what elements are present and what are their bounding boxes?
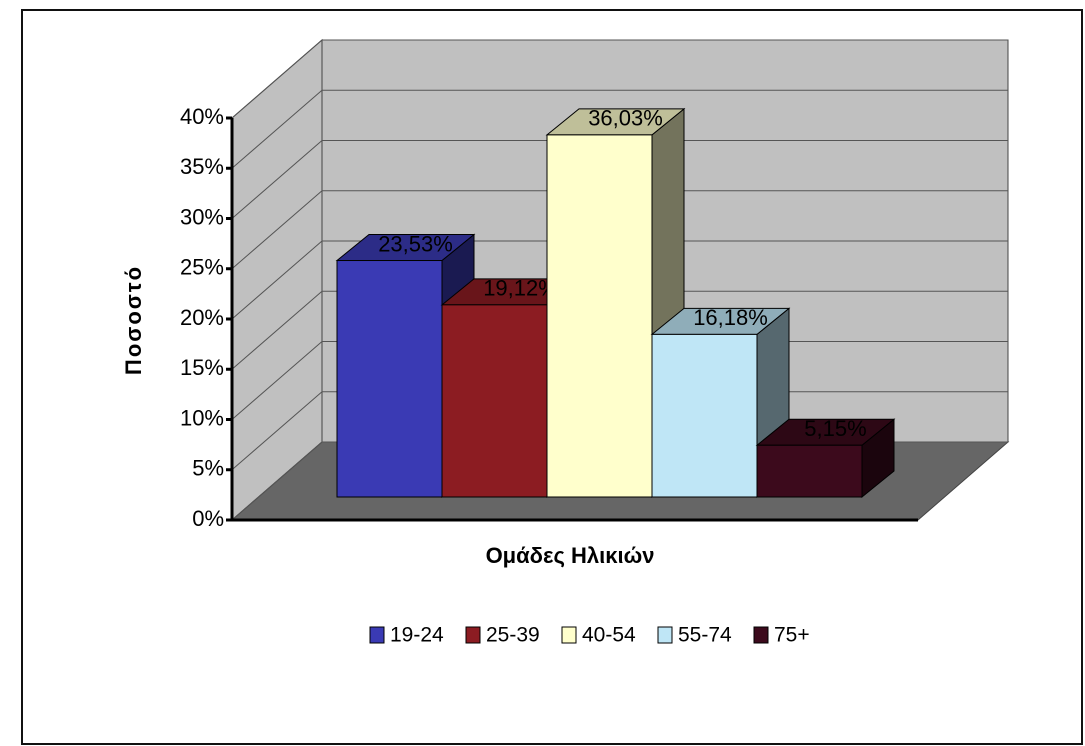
legend-swatch <box>465 626 481 644</box>
grid-line <box>231 190 1008 270</box>
grid-line <box>231 89 1008 169</box>
bar <box>336 260 443 498</box>
y-tick-label: 30% <box>180 204 224 229</box>
y-tick-label: 5% <box>192 456 224 481</box>
grid-line <box>231 290 1008 370</box>
grid-line <box>231 39 1008 119</box>
data-label: 23,53% <box>378 231 453 256</box>
legend-label: 55-74 <box>678 624 732 647</box>
y-tick-label: 15% <box>180 355 224 380</box>
bar <box>546 134 653 498</box>
legend-label: 40-54 <box>582 624 636 647</box>
data-label: 16,18% <box>693 305 768 330</box>
y-tick-label: 0% <box>192 506 224 531</box>
legend-label: 19-24 <box>390 624 444 647</box>
legend-swatch <box>561 626 577 644</box>
y-tick-label: 35% <box>180 154 224 179</box>
data-label: 19,12% <box>483 276 558 301</box>
y-tick-label: 25% <box>180 255 224 280</box>
legend-swatch <box>753 626 769 644</box>
legend-swatch <box>369 626 385 644</box>
legend-label: 75+ <box>774 624 810 647</box>
grid-line <box>231 140 1008 219</box>
x-axis-title: Ομάδες Ηλικιών <box>486 543 655 568</box>
bar <box>441 304 548 498</box>
y-tick-label: 40% <box>180 104 224 129</box>
y-tick-label: 20% <box>180 305 224 330</box>
legend-label: 25-39 <box>486 624 540 647</box>
grid-line <box>231 240 1008 320</box>
legend-swatch <box>657 626 673 644</box>
data-label: 36,03% <box>588 106 663 131</box>
bar <box>756 444 863 498</box>
y-axis-title: Ποσοστό <box>121 265 146 375</box>
y-tick-label: 10% <box>180 405 224 430</box>
data-label: 5,15% <box>804 416 866 441</box>
bar <box>651 333 758 498</box>
